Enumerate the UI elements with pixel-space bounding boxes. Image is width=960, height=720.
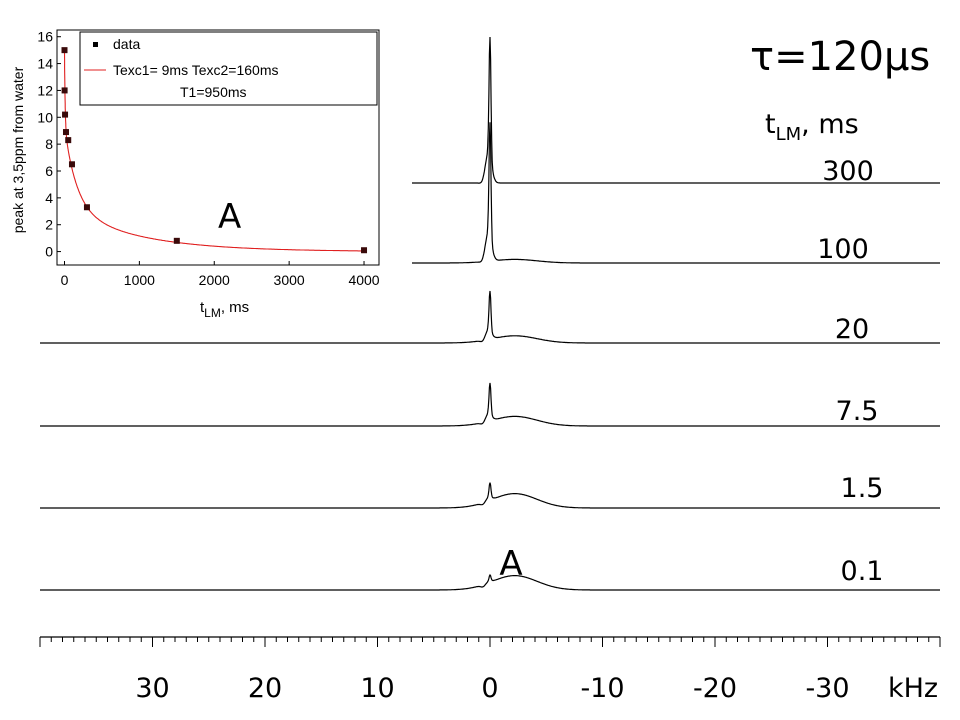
spectrum-trace-100 [411,122,940,264]
inset-data-point [61,87,68,94]
legend-data-marker [93,42,98,47]
inset-x-label-sub: LM [204,306,221,320]
inset-axes: 0 2 4 6 8 10 12 14 16 0 1000 2000 3000 4000 [37,29,379,288]
inset-x-label-main: t [200,299,205,316]
x-unit-label: kHz [888,673,938,704]
inset-annotation: A [218,197,241,237]
inset-y-tick-label: 0 [45,244,53,260]
spectrum-trace-7.5 [40,382,940,427]
inset-x-tick-label: 0 [61,272,69,288]
inset-data-point [173,237,180,244]
x-axis: 30 20 10 0 -10 -20 -30 kHz [39,636,941,704]
inset-data-point [61,47,68,54]
series-labels: 300 100 20 7.5 1.5 0.1 [817,156,883,587]
series-header-sub: LM [776,124,802,145]
inset-x-label-tail: , ms [221,299,249,316]
legend-fit-label: Texc1= 9ms Texc2=160ms [113,62,279,78]
inset-data-point [65,137,72,144]
inset-data-point [68,161,75,168]
spectrum-trace-300 [411,36,940,184]
x-tick-label: 20 [248,673,282,704]
series-label-20: 20 [835,314,869,345]
legend-fit-label-2: T1=950ms [180,84,247,100]
inset-y-tick-label: 12 [37,82,53,98]
inset-x-tick-label: 2000 [199,272,230,288]
inset-y-tick-label: 16 [37,29,53,45]
series-label-7.5: 7.5 [836,396,879,427]
inset-x-tick-label: 1000 [124,272,155,288]
inset-y-label: peak at 3,5ppm from water [10,66,26,233]
inset-x-label: tLM, ms [200,299,249,320]
spectra-traces [40,36,940,591]
inset-data-point [62,129,69,136]
inset-data-point [62,111,69,118]
inset-frame [56,29,380,266]
series-label-300: 300 [822,156,874,187]
x-tick-label: 0 [481,673,498,704]
inset-legend [79,31,378,106]
inset-x-tick-label: 3000 [274,272,305,288]
inset-x-tick-label: 4000 [348,272,379,288]
series-label-0.1: 0.1 [841,556,884,587]
chart-title: τ=120μs [750,34,930,80]
spectrum-trace-20 [40,290,940,344]
x-tick-label: 10 [360,673,394,704]
spectrum-trace-0.1 [40,573,940,591]
inset-y-tick-label: 4 [45,190,53,206]
spectrum-trace-1.5 [40,482,940,509]
series-header-main: t [765,109,776,140]
inset-y-tick-label: 14 [37,56,53,72]
series-label-1.5: 1.5 [841,473,884,504]
inset-y-tick-label: 6 [45,163,53,179]
x-tick-label: -10 [580,673,624,704]
inset-data-point [83,204,90,211]
inset-y-tick-label: 2 [45,217,53,233]
inset-y-tick-label: 8 [45,136,53,152]
inset-plot: 0 2 4 6 8 10 12 14 16 0 1000 2000 3000 4000 data Texc… [10,28,412,328]
series-label-100: 100 [817,234,869,265]
x-tick-label: -20 [693,673,737,704]
inset-data-point [361,247,368,254]
inset-y-tick-label: 10 [37,109,53,125]
x-tick-label: -30 [805,673,849,704]
legend-data-label: data [113,36,140,52]
x-tick-label: 30 [135,673,169,704]
peak-annotation: A [499,544,522,584]
series-label-header: tLM, ms [765,109,859,145]
inset-data-points [61,47,368,254]
series-header-tail: , ms [801,109,859,140]
